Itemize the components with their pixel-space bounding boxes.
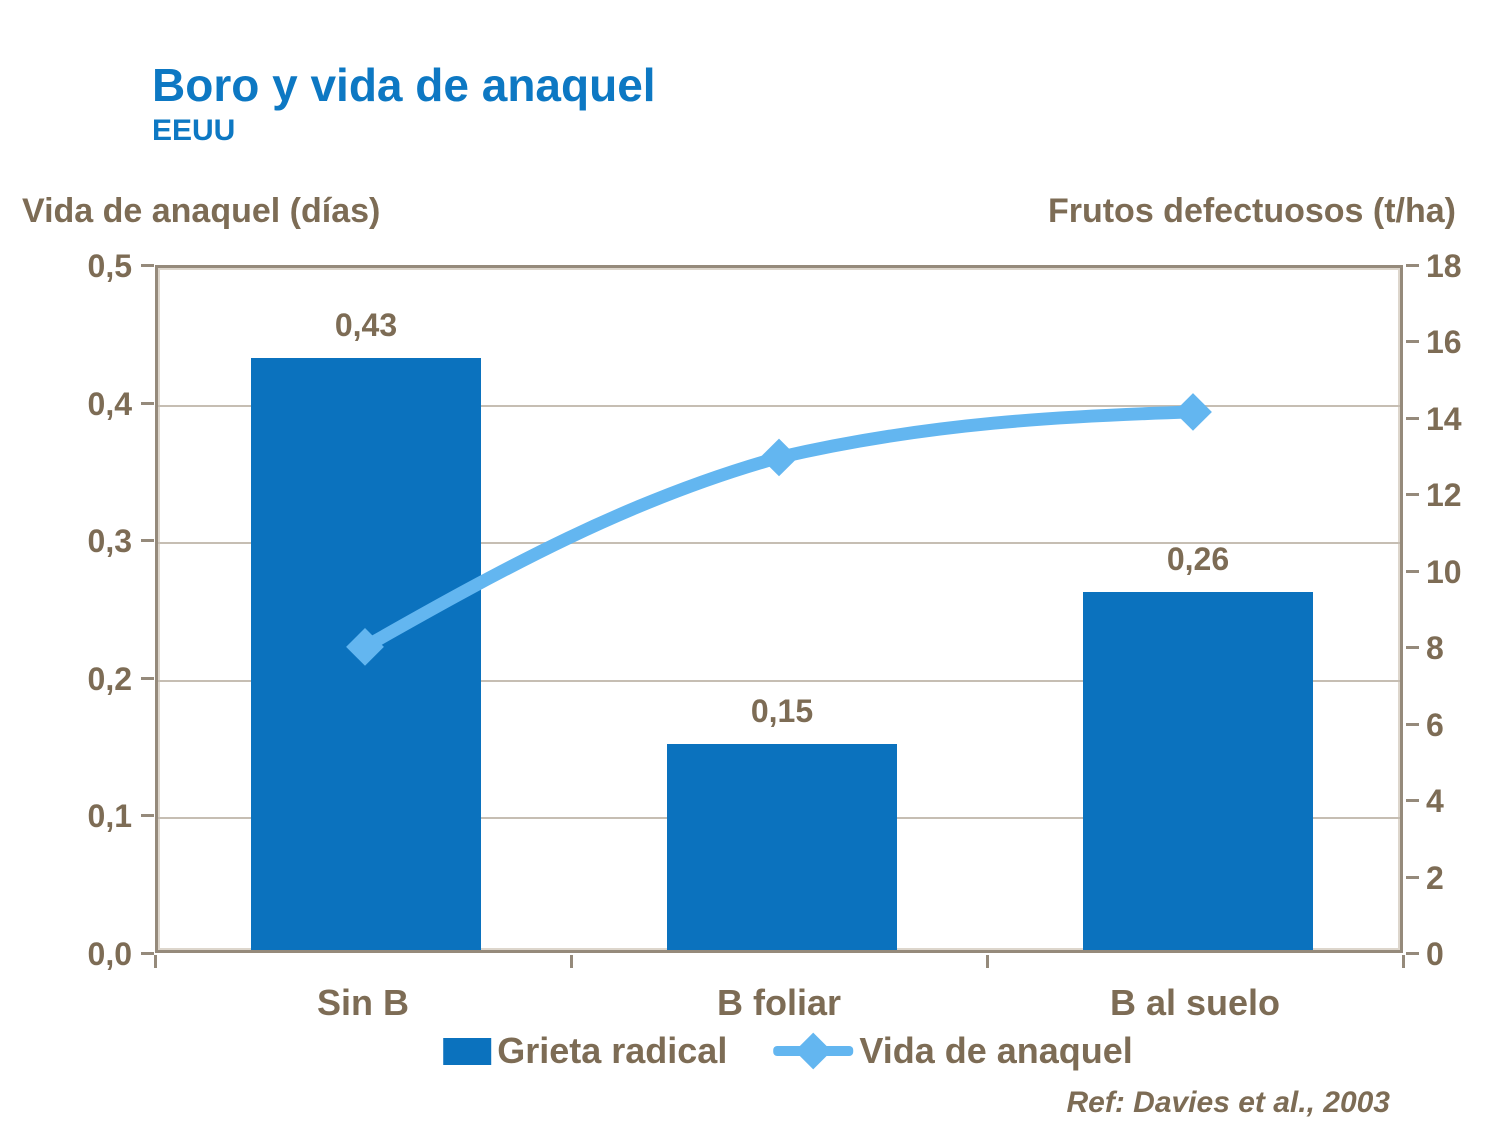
axis-tick xyxy=(141,539,154,543)
axis-tick xyxy=(570,955,573,968)
line-marker-diamond xyxy=(760,438,798,477)
axis-tick xyxy=(154,955,157,968)
chart-subtitle: EEUU xyxy=(152,114,236,147)
gridline xyxy=(158,542,1400,545)
right-axis-tick-label: 14 xyxy=(1426,400,1462,437)
right-axis-tick-label: 10 xyxy=(1426,553,1462,590)
axis-tick xyxy=(1406,799,1419,803)
axis-tick xyxy=(1406,646,1419,650)
right-axis-title: Frutos defectuosos (t/ha) xyxy=(1047,192,1456,230)
plot-area: 0,43 0,15 0,26 xyxy=(155,265,1403,953)
axis-tick xyxy=(1406,875,1419,879)
left-axis-tick-label: 0,1 xyxy=(87,798,132,835)
axis-tick xyxy=(141,264,154,267)
axis-tick xyxy=(986,955,989,968)
legend: Grieta radical Vida de anaquel xyxy=(443,1030,1133,1072)
right-axis-tick-label: 12 xyxy=(1426,477,1462,514)
bar-value-label: 0,26 xyxy=(1166,541,1230,578)
right-axis-tick-label: 6 xyxy=(1426,706,1444,743)
axis-tick xyxy=(141,401,154,405)
left-axis-tick-label: 0,0 xyxy=(87,936,132,972)
legend-item-line: Vida de anaquel xyxy=(773,1030,1133,1072)
left-axis-tick-label: 0,3 xyxy=(87,523,132,560)
right-axis-tick-label: 2 xyxy=(1426,859,1444,896)
category-label-B foliar: B foliar xyxy=(716,982,841,1023)
axis-tick xyxy=(1406,264,1419,267)
axis-tick xyxy=(1406,340,1419,344)
axis-tick xyxy=(1406,569,1419,573)
legend-label-line: Vida de anaquel xyxy=(859,1030,1133,1071)
axis-tick xyxy=(141,676,154,680)
line-diamond-swatch-icon xyxy=(773,1031,854,1071)
chart-title: Boro y vida de anaquel xyxy=(152,59,656,111)
bar-value-label: 0,43 xyxy=(334,307,398,344)
axis-tick xyxy=(1406,722,1419,726)
left-axis-tick-label: 0,4 xyxy=(87,385,132,422)
bar-swatch-icon xyxy=(443,1037,492,1065)
right-axis-tick-label: 18 xyxy=(1426,248,1462,284)
gridline xyxy=(158,404,1400,407)
axis-tick xyxy=(141,814,154,818)
right-axis-tick-label: 4 xyxy=(1426,783,1444,820)
line-marker-diamond xyxy=(1174,393,1212,431)
category-label-B al suelo: B al suelo xyxy=(1109,982,1281,1023)
axis-tick xyxy=(1406,952,1419,955)
right-axis-tick-label: 8 xyxy=(1426,630,1444,667)
legend-label-bar: Grieta radical xyxy=(497,1030,728,1071)
left-axis-title: Vida de anaquel (días) xyxy=(22,192,381,230)
axis-tick xyxy=(141,952,154,955)
axis-tick xyxy=(1406,493,1419,497)
line-marker-diamond xyxy=(346,628,384,666)
category-label-Sin B: Sin B xyxy=(316,982,409,1023)
left-axis-tick-label: 0,5 xyxy=(87,248,132,284)
axis-tick xyxy=(1406,416,1419,420)
right-axis-tick-label: 16 xyxy=(1426,324,1462,361)
line-series xyxy=(346,393,1212,666)
left-axis-tick-label: 0,2 xyxy=(87,660,132,697)
bar-value-label: 0,15 xyxy=(750,692,814,729)
right-axis-tick-label: 0 xyxy=(1426,936,1444,972)
reference-citation: Ref: Davies et al., 2003 xyxy=(1066,1086,1390,1119)
bar-B al suelo xyxy=(1083,592,1313,950)
gridline xyxy=(158,679,1400,682)
legend-item-bar: Grieta radical xyxy=(443,1030,727,1072)
bar-B foliar xyxy=(667,743,897,950)
axis-tick xyxy=(1402,955,1405,968)
